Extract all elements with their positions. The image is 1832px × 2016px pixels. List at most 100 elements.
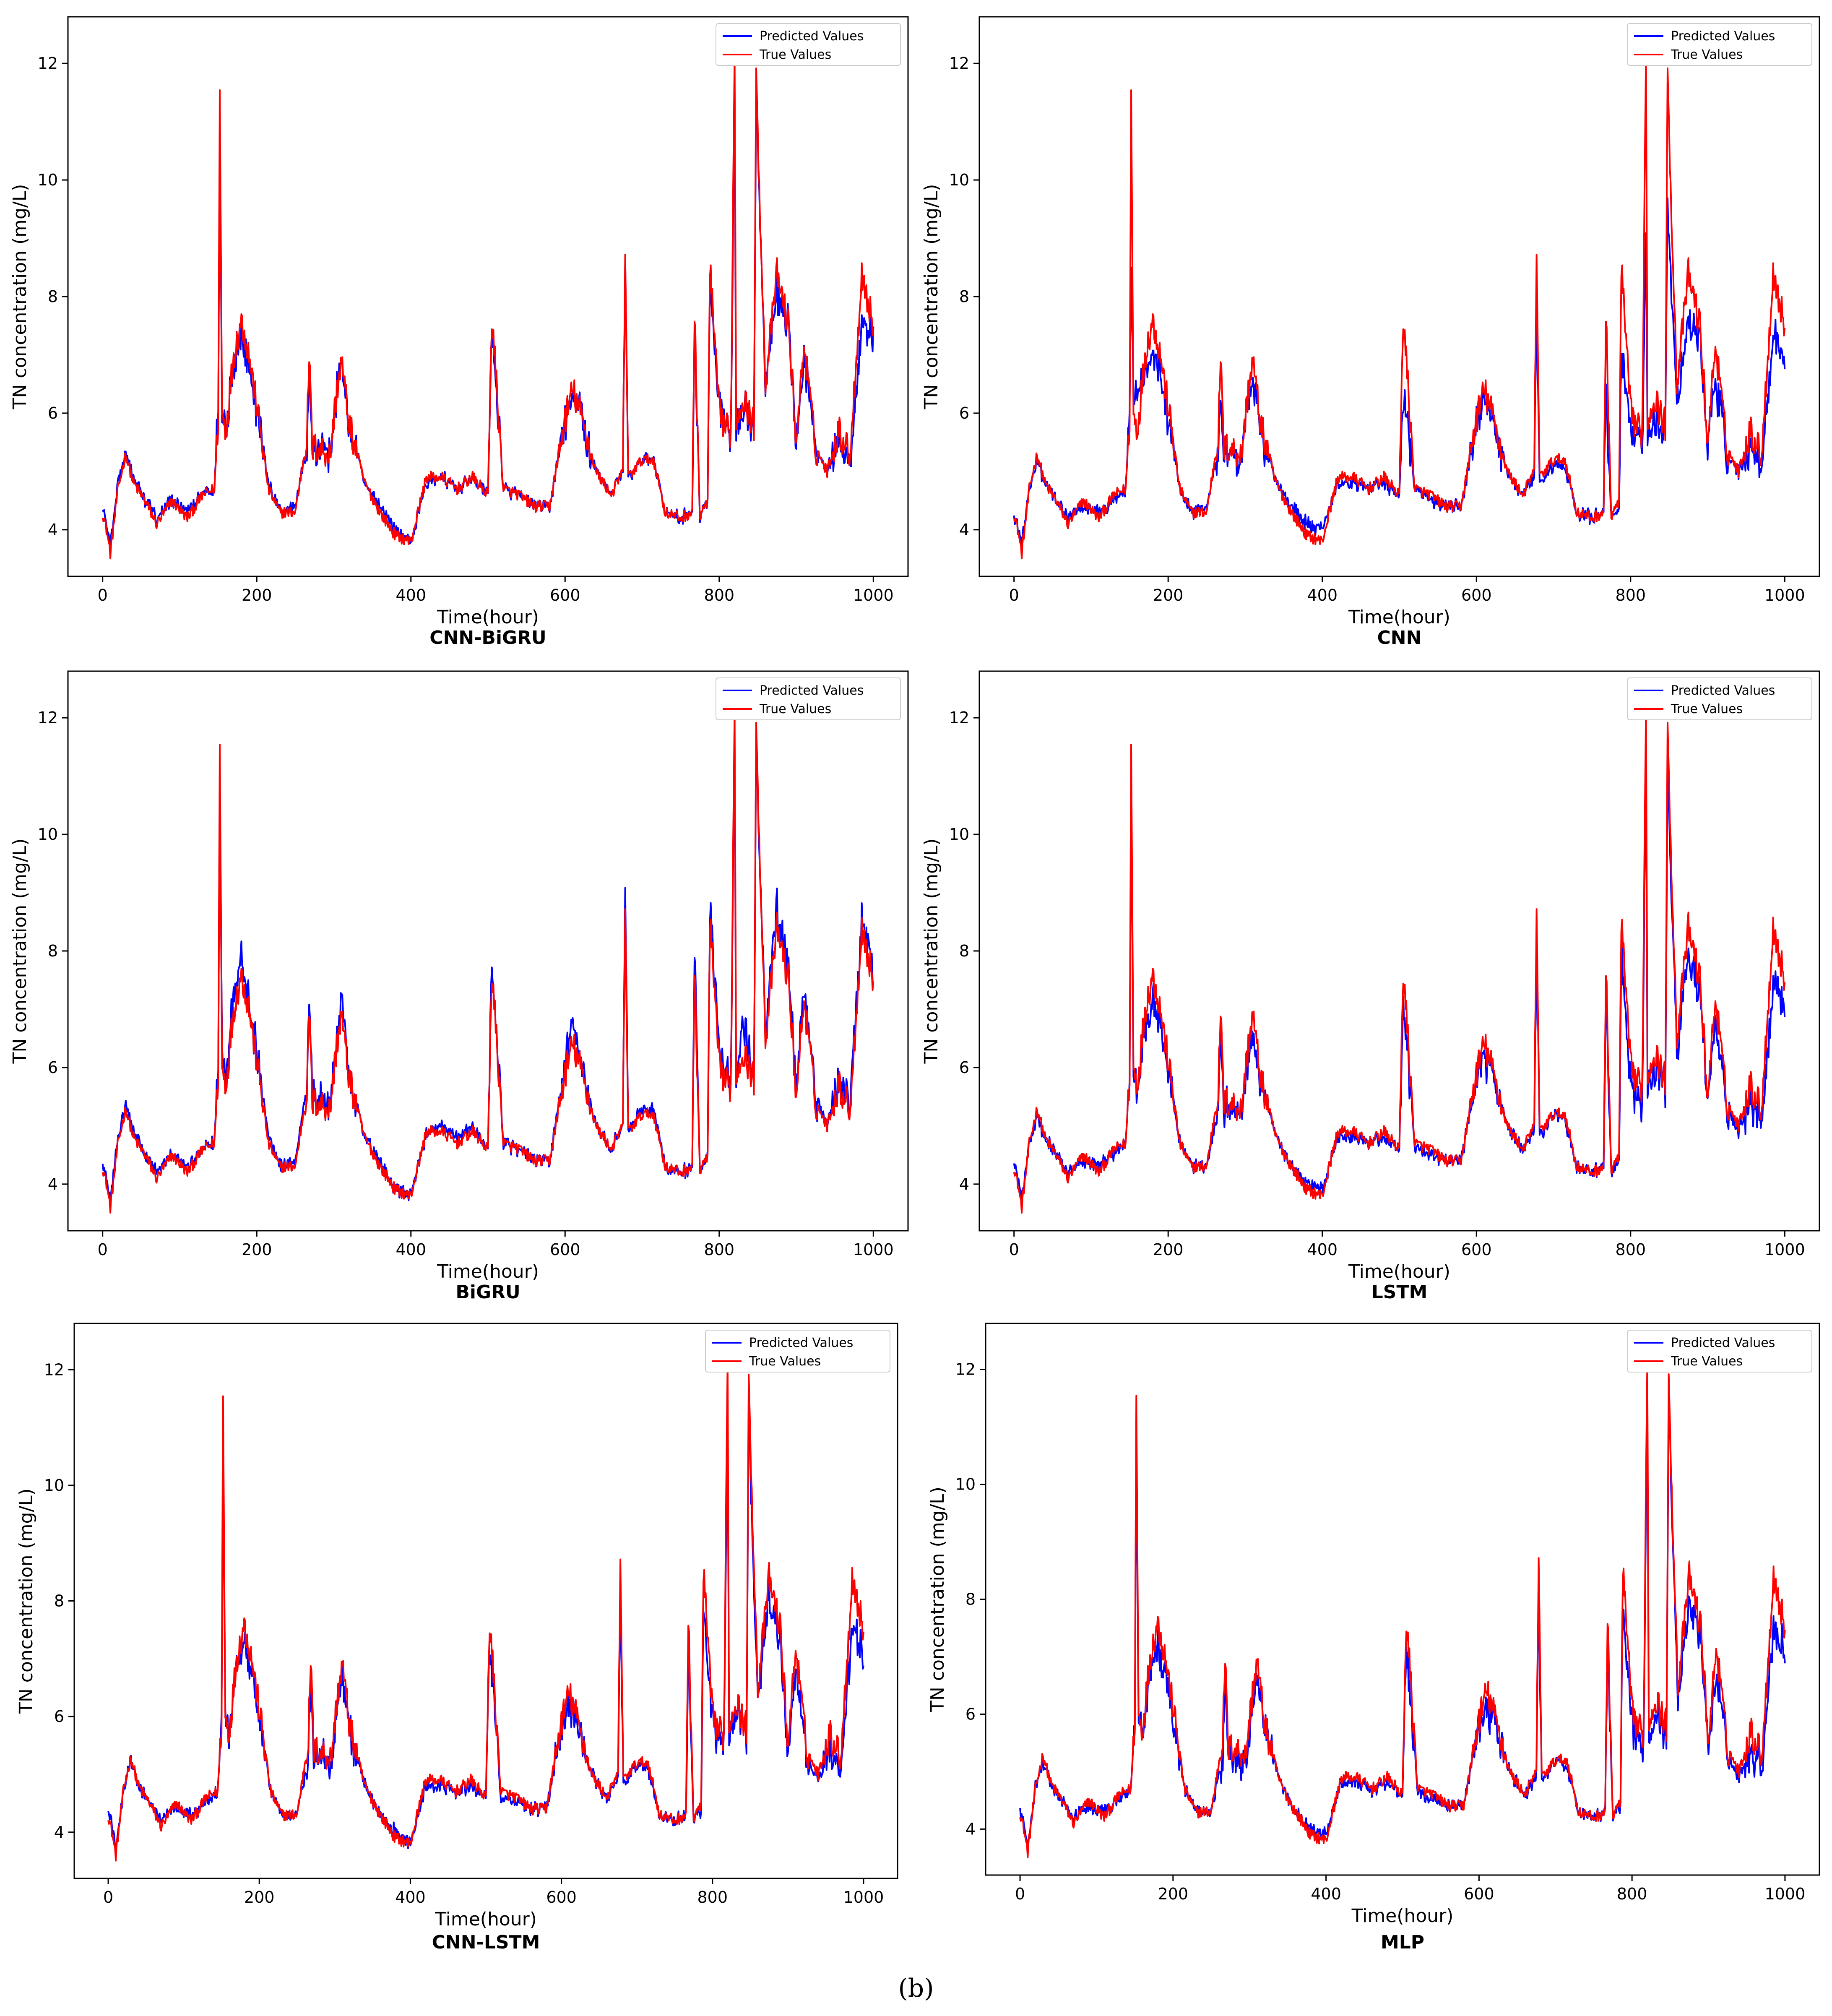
chart-caption: CNN [1377, 627, 1422, 649]
x-tick-label: 600 [1461, 586, 1492, 604]
chart-panel-2: 0 200 400 600 800 1000 4 6 8 10 12 Time(hour) TN con… [921, 16, 1820, 649]
y-tick-label: 12 [949, 54, 969, 73]
x-tick-label: 800 [1616, 586, 1646, 604]
y-tick-label: 4 [965, 1820, 976, 1838]
y-axis-label: TN concentration (mg/L) [921, 184, 942, 410]
legend-label-predicted: Predicted Values [1671, 1336, 1775, 1350]
y-tick-label: 8 [959, 287, 969, 306]
x-tick-label: 200 [244, 1888, 275, 1907]
legend-label-true: True Values [1671, 47, 1743, 62]
series-true-line [107, 1360, 864, 1862]
x-tick-label: 600 [550, 1240, 580, 1259]
x-tick-label: 800 [1617, 1885, 1647, 1903]
series-predicted-line [101, 730, 874, 1203]
legend-label-true: True Values [749, 1354, 821, 1369]
legend-label-true: True Values [1671, 702, 1743, 716]
legend-label-predicted: Predicted Values [760, 29, 864, 44]
y-tick-label: 10 [949, 825, 969, 844]
y-tick-label: 10 [955, 1475, 976, 1494]
x-tick-label: 0 [1009, 1240, 1019, 1259]
x-tick-label: 1000 [1764, 1240, 1805, 1259]
x-tick-label: 1000 [1765, 1885, 1806, 1903]
series-true-line [1013, 53, 1786, 560]
chart-caption: CNN-BiGRU [429, 627, 546, 649]
y-tick-label: 6 [959, 1058, 969, 1077]
y-axis-label: TN concentration (mg/L) [921, 839, 942, 1064]
y-tick-label: 6 [48, 1058, 58, 1077]
x-tick-label: 600 [546, 1888, 577, 1907]
y-tick-label: 12 [949, 708, 969, 727]
x-tick-label: 200 [242, 586, 272, 604]
y-axis-label: TN concentration (mg/L) [9, 839, 31, 1064]
x-tick-label: 400 [396, 1240, 426, 1259]
chart-panel-5: 0 200 400 600 800 1000 4 6 8 10 12 Time(hour) TN con… [16, 1323, 898, 1953]
legend-label-true: True Values [1671, 1354, 1743, 1369]
x-tick-label: 600 [550, 586, 580, 604]
y-tick-label: 12 [38, 708, 58, 727]
x-axis-label: Time(hour) [1348, 607, 1450, 628]
x-tick-label: 400 [1307, 586, 1338, 604]
y-tick-label: 12 [955, 1360, 976, 1379]
series-true-line [101, 707, 874, 1214]
chart-panel-6: 0 200 400 600 800 1000 4 6 8 10 12 Time(hour) TN con… [927, 1323, 1820, 1953]
x-tick-label: 0 [103, 1888, 113, 1907]
x-axis-label: Time(hour) [437, 1261, 539, 1282]
x-tick-label: 600 [1464, 1885, 1494, 1903]
x-tick-label: 400 [1311, 1885, 1341, 1903]
x-tick-label: 1000 [843, 1888, 884, 1907]
y-tick-label: 12 [38, 54, 58, 73]
x-tick-label: 400 [395, 1888, 426, 1907]
legend-label-predicted: Predicted Values [1671, 29, 1775, 44]
y-axis-label: TN concentration (mg/L) [927, 1487, 948, 1712]
x-tick-label: 800 [704, 586, 735, 604]
chart-caption: MLP [1381, 1932, 1424, 1953]
y-tick-label: 6 [54, 1707, 64, 1726]
chart-panel-3: 0 200 400 600 800 1000 4 6 8 10 12 Time(hour) TN con… [9, 670, 909, 1303]
y-tick-label: 6 [959, 404, 969, 422]
chart-caption: CNN-LSTM [432, 1932, 540, 1953]
chart-caption: BiGRU [455, 1281, 520, 1303]
x-tick-label: 0 [98, 1240, 108, 1259]
series-true-line [1019, 1359, 1786, 1858]
legend-box [1627, 23, 1812, 66]
x-axis-label: Time(hour) [437, 607, 539, 628]
series-true-line [1013, 707, 1786, 1214]
x-tick-label: 200 [1158, 1885, 1189, 1903]
y-tick-label: 8 [54, 1592, 64, 1610]
x-axis-label: Time(hour) [1348, 1261, 1450, 1282]
legend-box [705, 1330, 890, 1373]
x-tick-label: 1000 [853, 1240, 894, 1259]
x-tick-label: 800 [697, 1888, 728, 1907]
x-axis-label: Time(hour) [1351, 1905, 1454, 1927]
x-axis-label: Time(hour) [435, 1909, 537, 1930]
y-tick-label: 8 [965, 1590, 976, 1609]
x-tick-label: 400 [396, 586, 426, 604]
y-tick-label: 8 [48, 942, 58, 960]
x-tick-label: 600 [1461, 1240, 1492, 1259]
legend-box [716, 677, 901, 720]
y-tick-label: 10 [38, 825, 58, 844]
figure-label: (b) [898, 1974, 934, 2003]
series-true-line [101, 53, 874, 560]
x-tick-label: 800 [1616, 1240, 1646, 1259]
x-tick-label: 400 [1307, 1240, 1338, 1259]
x-tick-label: 200 [1153, 1240, 1184, 1259]
x-tick-label: 1000 [1764, 586, 1805, 604]
x-tick-label: 0 [98, 586, 108, 604]
y-axis-label: TN concentration (mg/L) [16, 1488, 37, 1714]
y-tick-label: 4 [959, 1175, 969, 1193]
y-tick-label: 8 [959, 942, 969, 960]
x-tick-label: 0 [1009, 586, 1019, 604]
x-tick-label: 200 [1153, 586, 1184, 604]
legend-box [716, 23, 901, 66]
x-tick-label: 1000 [853, 586, 894, 604]
x-tick-label: 200 [242, 1240, 272, 1259]
legend-label-predicted: Predicted Values [1671, 683, 1775, 698]
y-axis-label: TN concentration (mg/L) [9, 184, 31, 410]
legend-label-true: True Values [759, 702, 831, 716]
y-tick-label: 10 [38, 171, 58, 189]
y-tick-label: 4 [48, 1175, 58, 1193]
chart-caption: LSTM [1371, 1281, 1428, 1303]
y-tick-label: 10 [949, 171, 969, 189]
